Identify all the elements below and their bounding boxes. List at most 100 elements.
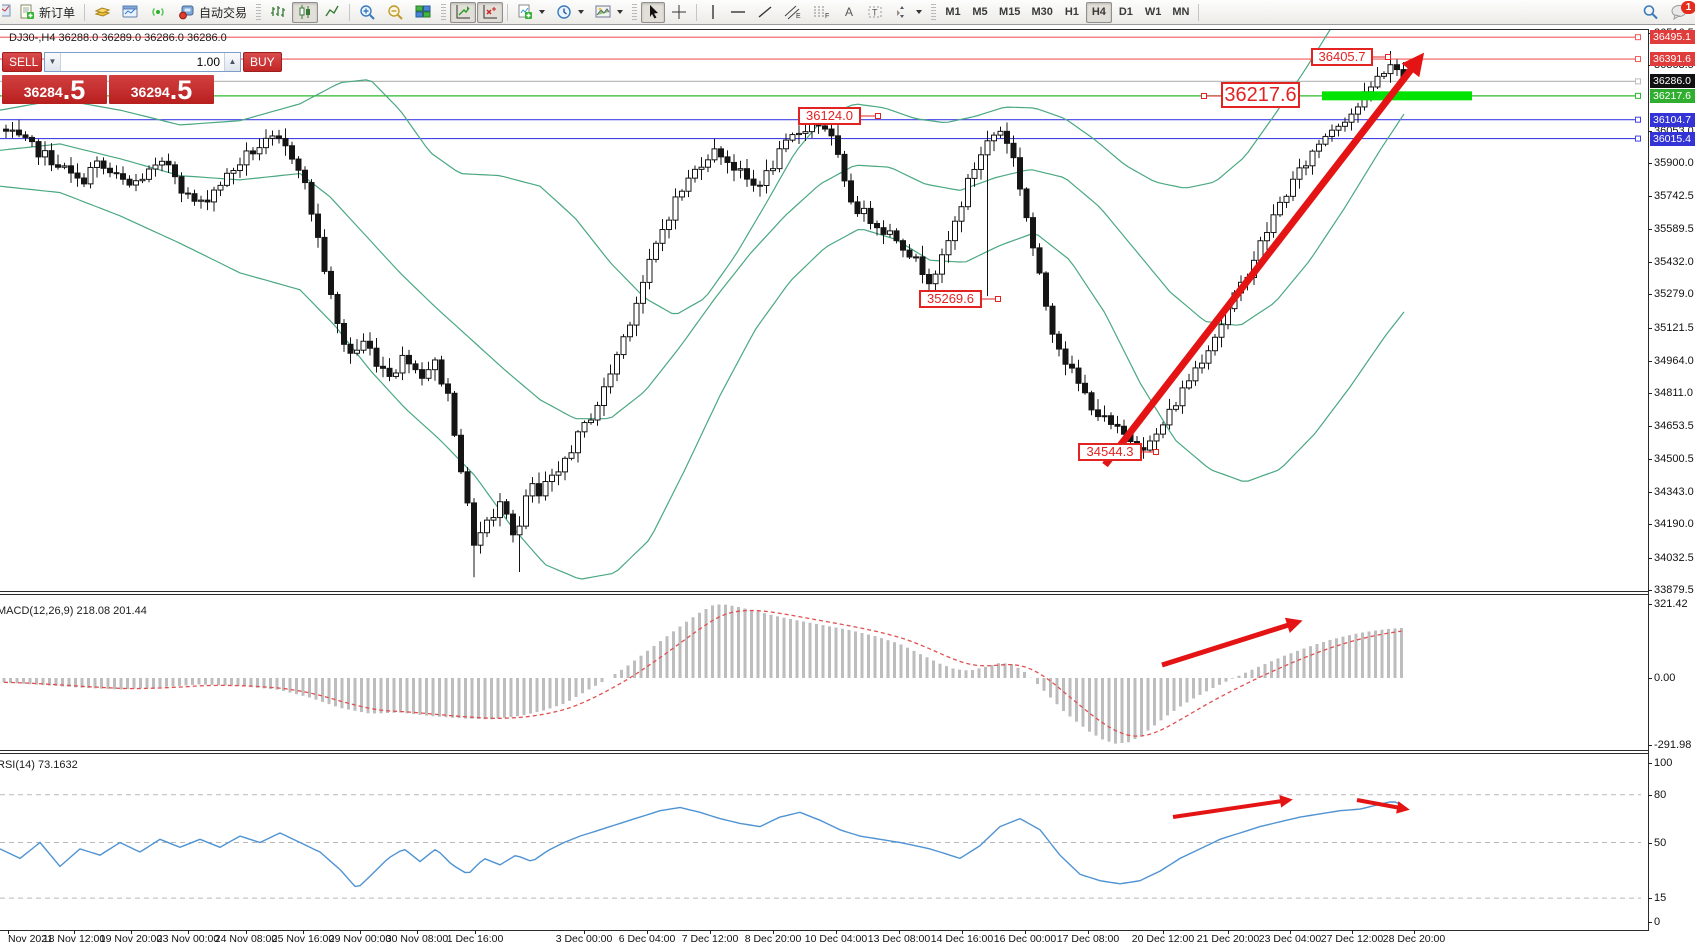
time-axis-label: 8 Dec 20:00 [744, 933, 802, 943]
macd-axis-tick: 321.42 [1648, 598, 1688, 610]
tile-windows-icon [415, 4, 432, 20]
volume-input[interactable] [61, 52, 224, 71]
panel-border[interactable] [0, 594, 1649, 595]
sell-price-box[interactable]: 36284.5 [2, 75, 107, 104]
macd-indicator-label: MACD(12,26,9) 218.08 201.44 [0, 605, 147, 617]
objects-list-button[interactable] [477, 1, 504, 23]
notifications-button[interactable]: 1 [1665, 0, 1695, 23]
buy-button[interactable]: BUY [243, 51, 282, 72]
price-level-badge[interactable]: 36495.1 [1650, 30, 1695, 45]
time-axis-label: 10 Dec 04:00 [804, 933, 868, 943]
price-level-badge[interactable]: 36217.6 [1650, 88, 1695, 103]
panel-border [0, 591, 1649, 592]
time-axis-label: 6 Dec 04:00 [618, 933, 676, 943]
toolbar-separator [507, 3, 509, 21]
price-callout[interactable]: 34544.3 [1078, 443, 1142, 461]
cursor-icon [646, 4, 660, 20]
clock-icon [556, 4, 572, 20]
candlestick-chart-button[interactable] [292, 1, 319, 23]
time-axis[interactable]: Nov 2021 18 Nov 12:00 19 Nov 20:00 23 Nov 0… [0, 930, 1695, 943]
search-button[interactable] [1637, 2, 1664, 23]
time-axis-label: 23 Nov 00:00 [156, 933, 220, 943]
toolbar-separator [1198, 3, 1200, 21]
time-axis-tick [74, 930, 75, 934]
timeframe-mn[interactable]: MN [1167, 2, 1194, 23]
panel-border[interactable] [0, 753, 1649, 754]
indicator-list-button[interactable] [450, 1, 477, 23]
new-chart-dropdown[interactable] [512, 2, 550, 23]
time-axis-tick [773, 930, 774, 934]
timeframe-d1[interactable]: D1 [1113, 2, 1139, 23]
arrows-dropdown[interactable] [889, 2, 927, 23]
main-chart-canvas[interactable] [0, 29, 1648, 592]
rsi-axis-tick: 100 [1647, 757, 1673, 769]
timeframe-h4[interactable]: H4 [1085, 1, 1112, 23]
period-dropdown[interactable] [551, 2, 589, 23]
price-level-badge[interactable]: 36391.6 [1650, 52, 1695, 67]
price-callout[interactable]: 35269.6 [919, 290, 982, 308]
new-order-button[interactable]: 新订单 [14, 2, 80, 23]
vertical-line-button[interactable] [701, 2, 724, 23]
time-axis-tick [1228, 930, 1229, 934]
text-button[interactable]: A [837, 2, 861, 23]
macd-axis-tick: -291.98 [1647, 739, 1692, 752]
timeframe-h1[interactable]: H1 [1059, 2, 1085, 23]
panel-border [0, 29, 1649, 30]
chevron-down-icon [578, 10, 585, 14]
market-watch-button[interactable] [89, 2, 116, 23]
notification-badge: 1 [1681, 0, 1695, 14]
macd-panel-canvas[interactable] [0, 595, 1648, 750]
auto-trading-button[interactable]: 自动交易 [173, 2, 252, 23]
price-axis-tick: 34190.0 [1648, 518, 1694, 531]
buy-price-box[interactable]: 36294.5 [109, 75, 214, 104]
sell-button[interactable]: SELL [2, 51, 42, 72]
price-axis-tick: 34343.0 [1648, 486, 1694, 499]
rsi-indicator-label: RSI(14) 73.1632 [0, 759, 78, 771]
price-axis-border [1648, 29, 1649, 931]
price-callout[interactable]: 36405.7 [1311, 48, 1373, 66]
price-callout[interactable]: 36217.6 [1221, 82, 1300, 108]
price-level-badge[interactable]: 36015.4 [1650, 131, 1695, 146]
timeframe-w1[interactable]: W1 [1140, 2, 1167, 23]
price-level-badge[interactable]: 36104.7 [1650, 112, 1695, 127]
bar-chart-icon [270, 4, 286, 20]
crosshair-button[interactable] [666, 2, 692, 23]
time-axis-tick [836, 930, 837, 934]
rsi-panel-canvas[interactable] [0, 754, 1648, 930]
price-callout[interactable]: 36124.0 [798, 107, 861, 125]
tile-windows-button[interactable] [410, 2, 437, 23]
volume-increase-button[interactable]: ▲ [224, 52, 240, 71]
crosshair-icon [671, 4, 687, 20]
cursor-button[interactable] [641, 1, 666, 23]
svg-text:F: F [825, 13, 829, 20]
timeframe-m30[interactable]: M30 [1026, 2, 1057, 23]
toolbar-grip [256, 4, 262, 20]
data-window-button[interactable] [117, 2, 144, 23]
bar-chart-button[interactable] [265, 2, 291, 23]
volume-stepper: ▼ ▲ [44, 51, 241, 72]
timeframe-m1[interactable]: M1 [940, 2, 966, 23]
timeframe-m5[interactable]: M5 [967, 2, 993, 23]
zoom-in-button[interactable] [354, 2, 381, 23]
line-chart-button[interactable] [319, 2, 345, 23]
volume-decrease-button[interactable]: ▼ [45, 52, 61, 71]
zoom-in-icon [359, 4, 376, 20]
text-label-button[interactable]: T [862, 2, 888, 23]
time-axis-tick [246, 930, 247, 934]
template-dropdown[interactable] [590, 2, 628, 23]
equidistant-channel-icon: E [784, 4, 802, 20]
chart-window[interactable]: DJ30-,H4 36288.0 36289.0 36286.0 36286.0… [0, 25, 1695, 943]
fibonacci-button[interactable]: F [808, 2, 836, 23]
toolbar-grip [931, 4, 937, 20]
price-level-badge[interactable]: 36286.0 [1650, 74, 1695, 89]
trendline-button[interactable] [752, 2, 778, 23]
timeframe-m15[interactable]: M15 [994, 2, 1025, 23]
zoom-out-button[interactable] [382, 2, 409, 23]
price-axis-tick: 34964.0 [1648, 354, 1694, 367]
time-axis-tick [360, 930, 361, 934]
signals-button[interactable] [145, 2, 172, 23]
channel-button[interactable]: E [779, 2, 807, 23]
sell-price-frac: .5 [62, 75, 86, 105]
horizontal-line-button[interactable] [725, 2, 751, 23]
price-axis[interactable]: 36516.536363.536053.035900.035742.535589… [1647, 25, 1695, 943]
